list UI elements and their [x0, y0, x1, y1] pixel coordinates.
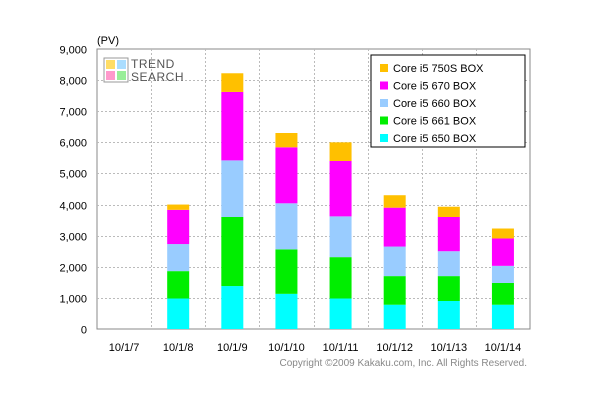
bar-segment: [167, 271, 190, 299]
bar-segment: [275, 203, 298, 250]
bar-segment: [437, 301, 460, 329]
bar-segment: [221, 286, 244, 329]
bar-segment: [383, 207, 406, 247]
y-tick-label: 9,000: [59, 45, 87, 57]
bar-segment: [167, 244, 190, 272]
bar-segment: [329, 142, 352, 161]
bar-segment: [221, 73, 244, 92]
bar-segment: [491, 304, 514, 329]
bar-segment: [437, 217, 460, 252]
logo-line-1: TREND: [131, 57, 175, 71]
y-tick-label: 5,000: [59, 169, 87, 181]
copyright-text: Copyright ©2009 Kakaku.com, Inc. All Rig…: [280, 358, 528, 369]
x-tick-label: 10/1/11: [323, 342, 359, 354]
bar-segment: [221, 91, 244, 161]
legend-label: Core i5 650 BOX: [393, 133, 477, 145]
x-tick-label: 10/1/7: [109, 342, 140, 354]
bar-segment: [491, 228, 514, 239]
bar-segment: [329, 161, 352, 217]
bar-segment: [329, 298, 352, 329]
y-tick-label: 3,000: [59, 232, 87, 244]
bar-segment: [491, 282, 514, 305]
bar-segment: [383, 304, 406, 329]
bar-segment: [437, 206, 460, 217]
bar-segment: [437, 276, 460, 301]
y-tick-label: 6,000: [59, 138, 87, 150]
legend-label: Core i5 670 BOX: [393, 81, 477, 93]
y-tick-label: 1,000: [59, 294, 87, 306]
x-axis: 10/1/7 10/1/8 10/1/9 10/1/10 10/1/11 10/1/12 1…: [109, 342, 522, 354]
x-tick-label: 10/1/12: [376, 342, 413, 354]
bars: [167, 73, 514, 329]
bar-segment: [167, 204, 190, 210]
y-tick-label: 8,000: [59, 76, 87, 88]
bar-segment: [275, 249, 298, 294]
y-axis: 0 1,000 2,000 3,000 4,000 5,000 6,000 7,000 8,00…: [59, 45, 87, 337]
x-tick-label: 10/1/10: [268, 342, 305, 354]
bar-segment: [437, 251, 460, 277]
legend-box: [370, 54, 526, 148]
bar-segment: [491, 238, 514, 266]
legend-swatch: [380, 99, 388, 107]
bar-segment: [275, 147, 298, 204]
x-tick-label: 10/1/13: [430, 342, 467, 354]
bar-segment: [167, 209, 190, 245]
bar-segment: [383, 276, 406, 305]
legend-swatch: [380, 64, 388, 72]
legend-swatch: [380, 116, 388, 125]
bar-segment: [383, 195, 406, 208]
bar-segment: [167, 298, 190, 329]
x-tick-label: 10/1/9: [217, 342, 248, 354]
bar-segment: [329, 216, 352, 258]
bar-segment: [221, 217, 244, 287]
trend-search-logo: TREND SEARCH: [103, 57, 184, 84]
x-tick-label: 10/1/14: [485, 342, 522, 354]
x-tick-label: 10/1/8: [163, 342, 194, 354]
legend-swatch: [380, 81, 388, 90]
bar-segment: [383, 246, 406, 277]
legend-label: Core i5 750S BOX: [393, 63, 484, 75]
y-tick-label: 0: [81, 325, 87, 337]
bar-segment: [491, 265, 514, 283]
bar-segment: [221, 160, 244, 217]
y-unit-label: (PV): [97, 35, 119, 47]
y-tick-label: 2,000: [59, 263, 87, 275]
y-tick-label: 7,000: [59, 107, 87, 119]
bar-segment: [275, 293, 298, 329]
legend-label: Core i5 661 BOX: [393, 116, 477, 128]
legend-label: Core i5 660 BOX: [393, 98, 477, 110]
logo-line-2: SEARCH: [131, 70, 184, 84]
bar-segment: [329, 257, 352, 299]
legend: Core i5 750S BOX Core i5 670 BOX Core i5 6…: [370, 54, 526, 148]
bar-segment: [275, 133, 298, 148]
legend-swatch: [380, 134, 388, 142]
y-tick-label: 4,000: [59, 201, 87, 213]
